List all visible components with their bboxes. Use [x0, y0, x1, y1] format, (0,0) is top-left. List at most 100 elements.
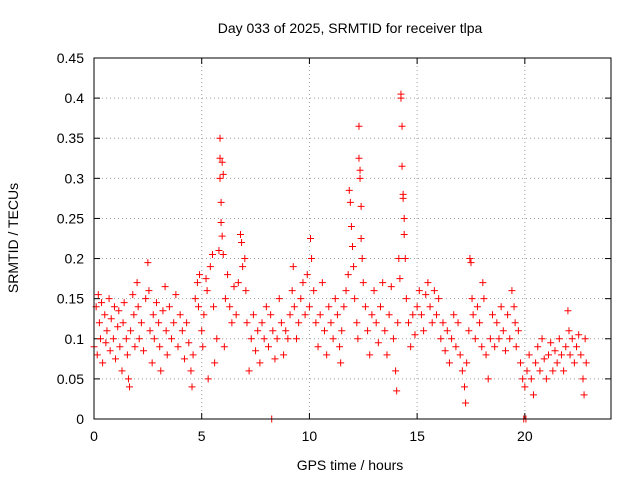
data-point — [480, 295, 488, 303]
data-point — [510, 303, 518, 311]
data-point — [127, 327, 135, 335]
data-point — [199, 343, 207, 351]
data-point — [506, 335, 514, 343]
x-tick-label: 10 — [302, 428, 318, 444]
data-point — [402, 295, 410, 303]
data-point — [144, 259, 152, 267]
data-point — [245, 367, 253, 375]
data-point — [364, 327, 372, 335]
grid-lines — [94, 58, 611, 419]
data-point — [398, 162, 406, 170]
data-point — [193, 279, 201, 287]
data-point — [99, 359, 107, 367]
data-point — [577, 351, 585, 359]
data-point — [473, 303, 481, 311]
data-point — [119, 319, 127, 327]
data-point — [356, 166, 364, 174]
data-point — [361, 303, 369, 311]
y-tick-label: 0.45 — [57, 50, 84, 66]
data-point — [374, 339, 382, 347]
data-point — [504, 311, 512, 319]
x-axis-label: GPS time / hours — [297, 457, 404, 473]
data-point — [437, 335, 445, 343]
data-point — [580, 391, 588, 399]
data-point — [347, 222, 355, 230]
data-point — [286, 311, 294, 319]
data-point — [260, 335, 268, 343]
data-point — [399, 194, 407, 202]
data-point — [220, 343, 228, 351]
data-point — [194, 303, 202, 311]
y-tick-label: 0.2 — [65, 251, 85, 267]
data-point — [511, 319, 519, 327]
data-point — [204, 375, 212, 383]
data-point — [484, 375, 492, 383]
data-point — [228, 319, 236, 327]
data-point — [456, 351, 464, 359]
data-point — [512, 343, 520, 351]
chart-title: Day 033 of 2025, SRMTID for receiver tlp… — [218, 20, 483, 36]
data-point — [413, 303, 421, 311]
data-point — [157, 367, 165, 375]
data-point — [344, 271, 352, 279]
y-tick-label: 0.25 — [57, 210, 84, 226]
data-point — [368, 311, 376, 319]
data-point — [532, 359, 540, 367]
data-point — [392, 367, 400, 375]
data-point — [564, 307, 572, 315]
data-point — [130, 311, 138, 319]
data-point — [349, 243, 356, 251]
data-point — [215, 247, 223, 255]
data-point — [219, 170, 227, 178]
data-point — [555, 335, 563, 343]
y-tick-label: 0.4 — [65, 90, 85, 106]
data-point — [196, 271, 204, 279]
y-tick-label: 0.05 — [57, 371, 84, 387]
y-tick-label: 0.35 — [57, 130, 84, 146]
y-axis-label: SRMTID / TECUs — [5, 183, 21, 293]
data-point — [200, 311, 208, 319]
data-point — [385, 311, 393, 319]
data-point — [271, 355, 279, 363]
data-point — [333, 311, 341, 319]
data-point — [547, 339, 555, 347]
data-point — [142, 295, 150, 303]
data-point — [579, 375, 587, 383]
data-point — [133, 279, 141, 287]
data-point — [393, 387, 401, 395]
data-point — [306, 235, 314, 242]
data-point — [124, 375, 132, 383]
data-point — [162, 327, 170, 335]
data-point — [134, 303, 142, 311]
data-point — [529, 391, 537, 399]
data-point — [476, 319, 484, 327]
data-point — [275, 295, 283, 303]
data-point — [359, 279, 367, 287]
data-point — [254, 327, 262, 335]
data-point — [445, 359, 453, 367]
data-point — [159, 307, 167, 315]
data-point — [150, 335, 158, 343]
data-point — [297, 295, 305, 303]
x-tick-label: 5 — [198, 428, 206, 444]
data-point — [165, 303, 173, 311]
data-point — [338, 327, 346, 335]
data-point — [479, 279, 487, 287]
data-point — [155, 319, 163, 327]
data-point — [216, 134, 224, 142]
y-axis: 0 0.05 0.1 0.15 0.2 0.25 0.3 0.35 0.4 0.45 — [57, 50, 611, 427]
data-point — [252, 347, 260, 355]
data-point — [575, 331, 583, 339]
data-point — [221, 295, 229, 303]
data-point — [553, 359, 561, 367]
data-point — [273, 335, 281, 343]
data-point — [230, 283, 238, 291]
data-point — [519, 375, 527, 383]
data-point — [428, 319, 436, 327]
data-point — [185, 339, 193, 347]
data-point — [405, 319, 413, 327]
data-point — [377, 303, 385, 311]
data-point — [448, 335, 456, 343]
data-point — [395, 255, 403, 263]
data-point — [486, 335, 494, 343]
